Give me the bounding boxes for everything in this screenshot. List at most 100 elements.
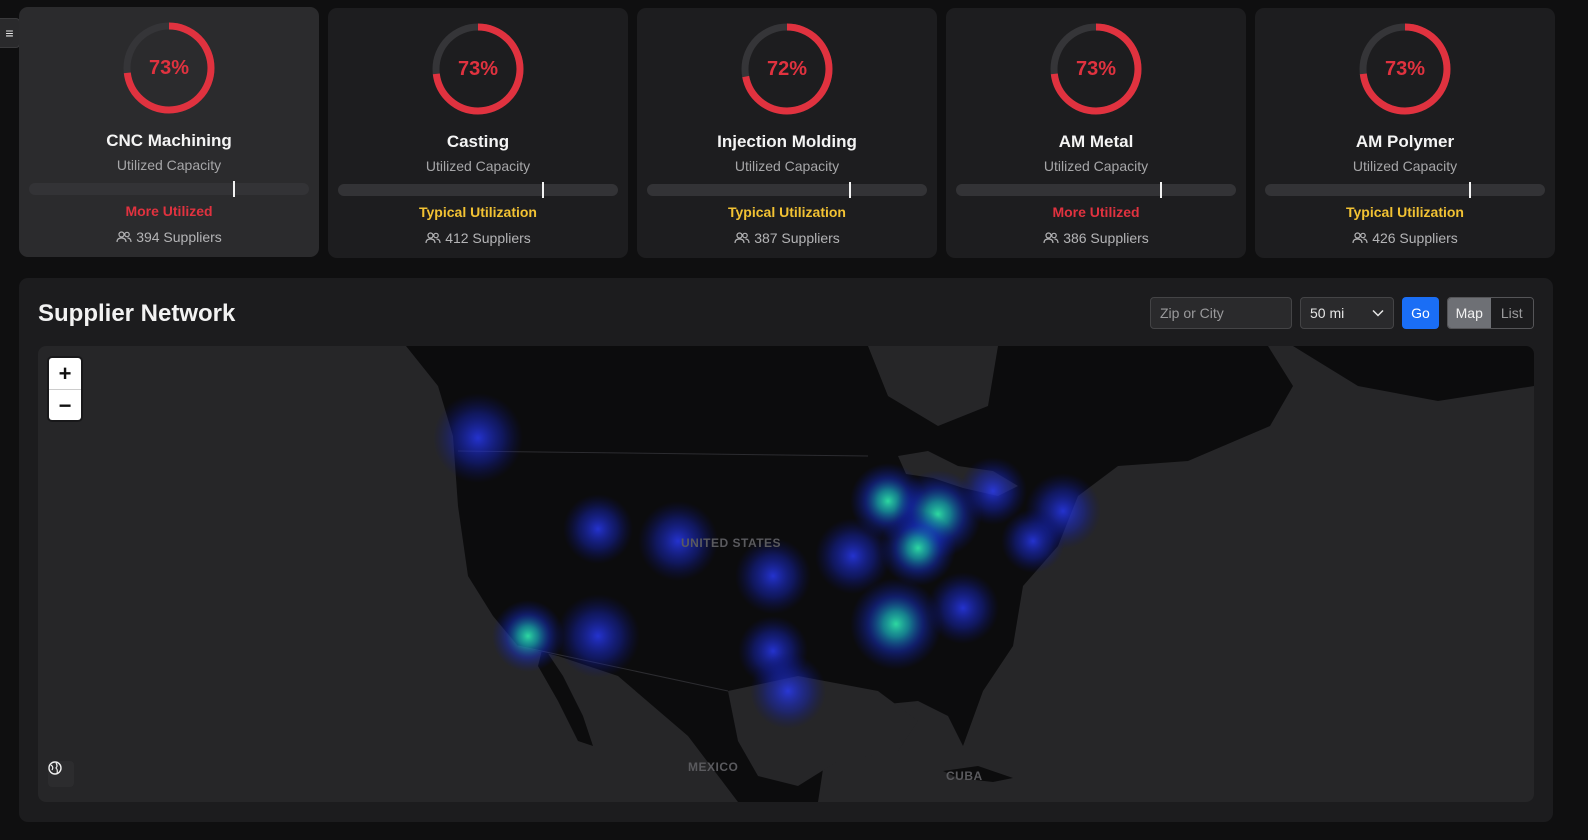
users-icon bbox=[425, 232, 441, 244]
card-title: AM Metal bbox=[1058, 132, 1134, 151]
cuba-island bbox=[943, 766, 1013, 782]
utilization-bar bbox=[647, 182, 927, 198]
panel-title: Supplier Network bbox=[38, 300, 236, 327]
card-title: Casting bbox=[446, 132, 510, 151]
capacity-card-am-metal[interactable]: 73% AM Metal Utilized Capacity More Utilize… bbox=[946, 8, 1246, 258]
ring-progress-arc bbox=[1359, 23, 1451, 115]
utilization-status: Typical Utilization bbox=[1346, 204, 1464, 220]
capacity-card-cnc-machining[interactable]: 73% CNC Machining Utilized Capacity More Ut… bbox=[19, 7, 319, 257]
heat-spot-denver bbox=[563, 494, 633, 564]
utilization-bar bbox=[338, 182, 618, 198]
capacity-ring-gauge bbox=[741, 23, 833, 115]
radius-select-value: 50 mi bbox=[1310, 305, 1345, 321]
zoom-control: + − bbox=[49, 358, 81, 420]
chevron-down-icon bbox=[1372, 309, 1384, 317]
supplier-count-label: 394 Suppliers bbox=[136, 229, 222, 245]
heat-spot-atlanta bbox=[927, 572, 999, 644]
card-subtitle: Utilized Capacity bbox=[116, 157, 222, 173]
heat-spot-alabama bbox=[850, 578, 942, 670]
baja-peninsula bbox=[538, 646, 593, 746]
zoom-in-button[interactable]: + bbox=[49, 358, 81, 390]
supplier-count: 386 Suppliers bbox=[946, 230, 1246, 246]
utilization-marker bbox=[848, 182, 851, 198]
heat-spot-kansas bbox=[638, 501, 718, 581]
capacity-ring-gauge bbox=[432, 23, 524, 115]
utilization-bar bbox=[956, 182, 1236, 198]
heat-spot-phoenix bbox=[556, 594, 640, 678]
capacity-card-am-polymer[interactable]: 73% AM Polymer Utilized Capacity Typical Ut… bbox=[1255, 8, 1555, 258]
supplier-count-label: 412 Suppliers bbox=[445, 230, 531, 246]
supplier-network-panel: Supplier Network 50 mi Go Map List bbox=[19, 278, 1553, 822]
card-subtitle: Utilized Capacity bbox=[425, 158, 531, 174]
utilization-marker bbox=[542, 182, 545, 198]
capacity-percent: 73% bbox=[1384, 57, 1426, 80]
sidebar-menu-button[interactable]: ≡ bbox=[0, 18, 20, 48]
utilization-status: Typical Utilization bbox=[728, 204, 846, 220]
ring-progress-arc bbox=[741, 23, 833, 115]
supplier-count-label: 426 Suppliers bbox=[1372, 230, 1458, 246]
supplier-count: 394 Suppliers bbox=[19, 229, 319, 245]
utilization-marker bbox=[1469, 182, 1472, 198]
capacity-percent: 73% bbox=[1075, 57, 1117, 80]
card-subtitle: Utilized Capacity bbox=[734, 158, 840, 174]
hamburger-menu-icon: ≡ bbox=[5, 25, 14, 41]
utilization-status: More Utilized bbox=[125, 203, 213, 219]
heat-spot-pacific-northwest bbox=[433, 393, 523, 483]
users-icon bbox=[1352, 232, 1368, 244]
radius-select[interactable]: 50 mi bbox=[1300, 297, 1394, 329]
heat-spot-los-angeles bbox=[492, 600, 564, 672]
map-label-mexico: MEXICO bbox=[688, 760, 739, 774]
ring-progress-arc bbox=[432, 23, 524, 115]
card-title: Injection Molding bbox=[717, 132, 857, 151]
go-button[interactable]: Go bbox=[1402, 297, 1439, 329]
zip-city-search-input[interactable] bbox=[1150, 297, 1292, 329]
capacity-ring-gauge bbox=[123, 22, 215, 114]
supplier-heatmap[interactable]: UNITED STATES MEXICO CUBA + − bbox=[38, 346, 1534, 802]
card-subtitle: Utilized Capacity bbox=[1043, 158, 1149, 174]
capacity-ring-gauge bbox=[1050, 23, 1142, 115]
capacity-card-injection-molding[interactable]: 72% Injection Molding Utilized Capacity Typ… bbox=[637, 8, 937, 258]
capacity-percent: 73% bbox=[457, 57, 499, 80]
heat-spots bbox=[433, 393, 1101, 729]
capacity-ring-gauge bbox=[1359, 23, 1451, 115]
ring-progress-arc bbox=[1050, 23, 1142, 115]
supplier-count: 387 Suppliers bbox=[637, 230, 937, 246]
map-label-united-states: UNITED STATES bbox=[681, 536, 782, 550]
hudson-bay bbox=[868, 346, 998, 426]
zoom-out-button[interactable]: − bbox=[58, 392, 72, 418]
card-subtitle: Utilized Capacity bbox=[1352, 158, 1458, 174]
list-view-button[interactable]: List bbox=[1490, 298, 1533, 328]
globe-icon bbox=[48, 761, 62, 775]
globe-button[interactable] bbox=[48, 761, 74, 787]
supplier-count-label: 387 Suppliers bbox=[754, 230, 840, 246]
utilization-status: More Utilized bbox=[1052, 204, 1140, 220]
heat-spot-oklahoma bbox=[735, 538, 811, 614]
utilization-status: Typical Utilization bbox=[419, 204, 537, 220]
heat-spot-east-coast bbox=[1001, 509, 1065, 573]
map-label-cuba: CUBA bbox=[946, 769, 983, 783]
heat-spot-cleveland bbox=[959, 457, 1027, 525]
utilization-marker bbox=[233, 181, 236, 197]
users-icon bbox=[1043, 232, 1059, 244]
utilization-marker bbox=[1160, 182, 1163, 198]
users-icon bbox=[116, 231, 132, 243]
heat-spot-indianapolis bbox=[880, 510, 956, 586]
map-canvas bbox=[406, 346, 1534, 802]
us-canada-border bbox=[457, 450, 869, 457]
ring-progress-arc bbox=[123, 22, 215, 114]
card-title: AM Polymer bbox=[1355, 132, 1455, 151]
greenland-landmass bbox=[1293, 346, 1534, 401]
heat-spot-houston bbox=[750, 653, 826, 729]
utilization-bar bbox=[29, 181, 309, 197]
card-title: CNC Machining bbox=[106, 131, 232, 150]
supplier-count: 412 Suppliers bbox=[328, 230, 628, 246]
users-icon bbox=[734, 232, 750, 244]
map-view-button[interactable]: Map bbox=[1448, 298, 1491, 328]
capacity-cards: 73% CNC Machining Utilized Capacity More Ut… bbox=[19, 7, 1555, 258]
capacity-percent: 72% bbox=[766, 57, 808, 80]
capacity-card-casting[interactable]: 73% Casting Utilized Capacity Typical Utili… bbox=[328, 8, 628, 258]
supplier-count: 426 Suppliers bbox=[1255, 230, 1555, 246]
supplier-count-label: 386 Suppliers bbox=[1063, 230, 1149, 246]
utilization-bar bbox=[1265, 182, 1545, 198]
capacity-percent: 73% bbox=[148, 56, 190, 79]
